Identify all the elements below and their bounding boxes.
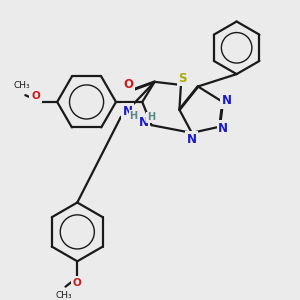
Text: S: S [178,72,187,85]
Text: O: O [123,78,133,91]
Text: N: N [218,122,228,135]
Text: N: N [221,94,231,107]
Text: N: N [139,116,149,129]
Text: CH₃: CH₃ [14,81,31,90]
Text: O: O [73,278,82,288]
Text: CH₃: CH₃ [56,291,72,300]
Text: H: H [147,112,155,122]
Text: O: O [31,92,40,101]
Text: N: N [187,133,197,146]
Text: N: N [122,105,132,118]
Text: H: H [130,111,138,121]
